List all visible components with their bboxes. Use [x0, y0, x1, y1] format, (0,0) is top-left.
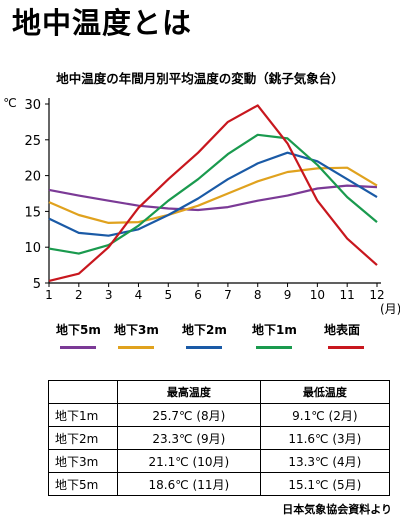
legend-label: 地下5m — [56, 323, 101, 337]
row-label: 地下5m — [48, 472, 118, 496]
table-header-row: 最高温度 最低温度 — [48, 380, 391, 404]
source-note: 日本気象協会資料より — [282, 503, 392, 516]
max-temp-cell: 21.1℃ (10月) — [117, 449, 261, 473]
page-title: 地中温度とは — [12, 6, 193, 40]
row-label: 地下1m — [48, 403, 118, 427]
x-tick-label: 7 — [224, 288, 232, 302]
x-tick-label: 6 — [194, 288, 202, 302]
series-line — [48, 166, 378, 224]
max-temp-cell: 23.3℃ (9月) — [117, 426, 261, 450]
y-axis-unit: ℃ — [3, 96, 17, 110]
legend-label: 地下3m — [114, 323, 159, 337]
table-row: 地下5m 18.6℃ (11月) 15.1℃ (5月) — [48, 472, 391, 496]
row-label: 地下2m — [48, 426, 118, 450]
x-tick-label: 8 — [254, 288, 262, 302]
y-tick-label: 20 — [24, 170, 41, 185]
legend-swatch — [328, 346, 364, 349]
legend-label: 地下1m — [252, 323, 297, 337]
x-axis-unit: (月) — [380, 302, 400, 316]
max-temp-cell: 18.6℃ (11月) — [117, 472, 261, 496]
x-tick-label: 3 — [105, 288, 113, 302]
table-header-empty — [48, 380, 118, 404]
chart-title: 地中温度の年間月別平均温度の変動（銚子気象台） — [56, 71, 344, 86]
min-temp-cell: 11.6℃ (3月) — [259, 426, 391, 450]
series-line — [48, 184, 378, 212]
chart-series-lines — [48, 104, 378, 282]
min-temp-cell: 9.1℃ (2月) — [259, 403, 391, 427]
legend-swatch — [256, 346, 292, 349]
x-tick-label: 5 — [164, 288, 172, 302]
x-tick-label: 10 — [310, 288, 325, 302]
x-tick-label: 11 — [340, 288, 355, 302]
series-line — [48, 151, 378, 237]
x-tick-label: 9 — [284, 288, 292, 302]
x-tick-label: 2 — [75, 288, 83, 302]
table-header-min: 最低温度 — [259, 380, 391, 404]
legend-swatch — [186, 346, 222, 349]
y-tick-label: 30 — [24, 98, 41, 113]
legend-swatch — [118, 346, 154, 349]
row-label: 地下3m — [48, 449, 118, 473]
max-temp-cell: 25.7℃ (8月) — [117, 403, 261, 427]
y-tick-label: 25 — [24, 134, 41, 149]
min-temp-cell: 13.3℃ (4月) — [259, 449, 391, 473]
series-line — [48, 133, 378, 255]
legend-label: 地下2m — [182, 323, 227, 337]
x-tick-label: 4 — [135, 288, 143, 302]
legend-label: 地表面 — [324, 323, 361, 337]
min-temp-cell: 15.1℃ (5月) — [259, 472, 391, 496]
y-tick-label: 5 — [33, 277, 41, 292]
table-row: 地下1m 25.7℃ (8月) 9.1℃ (2月) — [48, 403, 391, 427]
x-tick-label: 1 — [45, 288, 53, 302]
series-line — [48, 104, 378, 282]
y-tick-label: 15 — [24, 205, 41, 220]
summary-table: 最高温度 最低温度 地下1m 25.7℃ (8月) 9.1℃ (2月) 地下2m… — [48, 380, 391, 496]
legend-swatch — [60, 346, 96, 349]
x-tick-label: 12 — [369, 288, 384, 302]
table-row: 地下3m 21.1℃ (10月) 13.3℃ (4月) — [48, 449, 391, 473]
y-tick-label: 10 — [24, 241, 41, 256]
table-row: 地下2m 23.3℃ (9月) 11.6℃ (3月) — [48, 426, 391, 450]
table-header-max: 最高温度 — [117, 380, 261, 404]
